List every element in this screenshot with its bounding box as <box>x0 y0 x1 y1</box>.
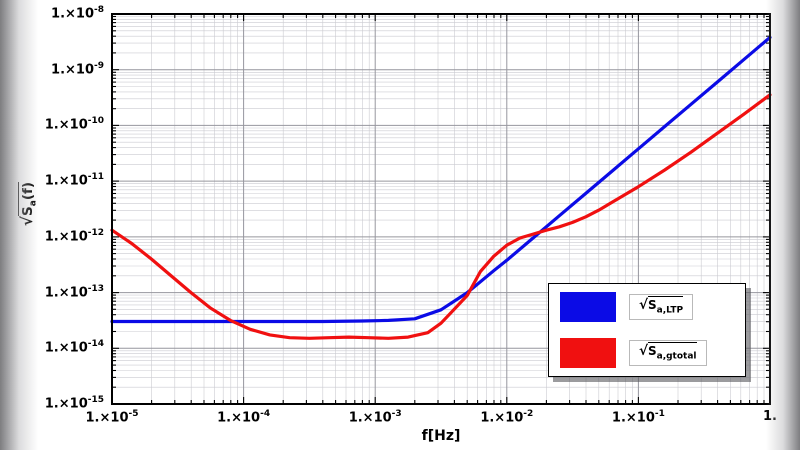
radical-sign: √ <box>639 344 648 360</box>
legend-label-ltp-text: Sa,LTP <box>647 296 684 316</box>
radical-sign: √ <box>639 298 648 314</box>
radical-sign: √ <box>18 215 36 227</box>
legend-label-gtotal-main: S <box>647 344 657 359</box>
legend-label-gtotal-sub: a,gtotal <box>656 351 697 362</box>
legend-label-ltp: √Sa,LTP <box>629 294 694 320</box>
legend-label-gtotal: √Sa,gtotal <box>629 340 707 366</box>
legend-item-ltp: √Sa,LTP <box>560 292 734 322</box>
legend: √Sa,LTP √Sa,gtotal <box>548 283 746 377</box>
y-axis-label-main: S <box>20 206 36 216</box>
y-axis-label-sub: a <box>28 200 39 207</box>
x-axis-label: f[Hz] <box>421 428 461 444</box>
y-axis-label: √Sa(f) <box>18 152 39 256</box>
legend-item-gtotal: √Sa,gtotal <box>560 338 734 368</box>
legend-swatch-ltp <box>560 292 616 322</box>
legend-label-gtotal-text: Sa,gtotal <box>647 342 697 362</box>
y-axis-label-suffix: (f) <box>20 181 36 201</box>
legend-swatch-gtotal <box>560 338 616 368</box>
legend-label-ltp-main: S <box>647 298 657 313</box>
y-axis-label-text: Sa(f) <box>18 181 39 216</box>
legend-label-ltp-sub: a,LTP <box>656 305 684 316</box>
